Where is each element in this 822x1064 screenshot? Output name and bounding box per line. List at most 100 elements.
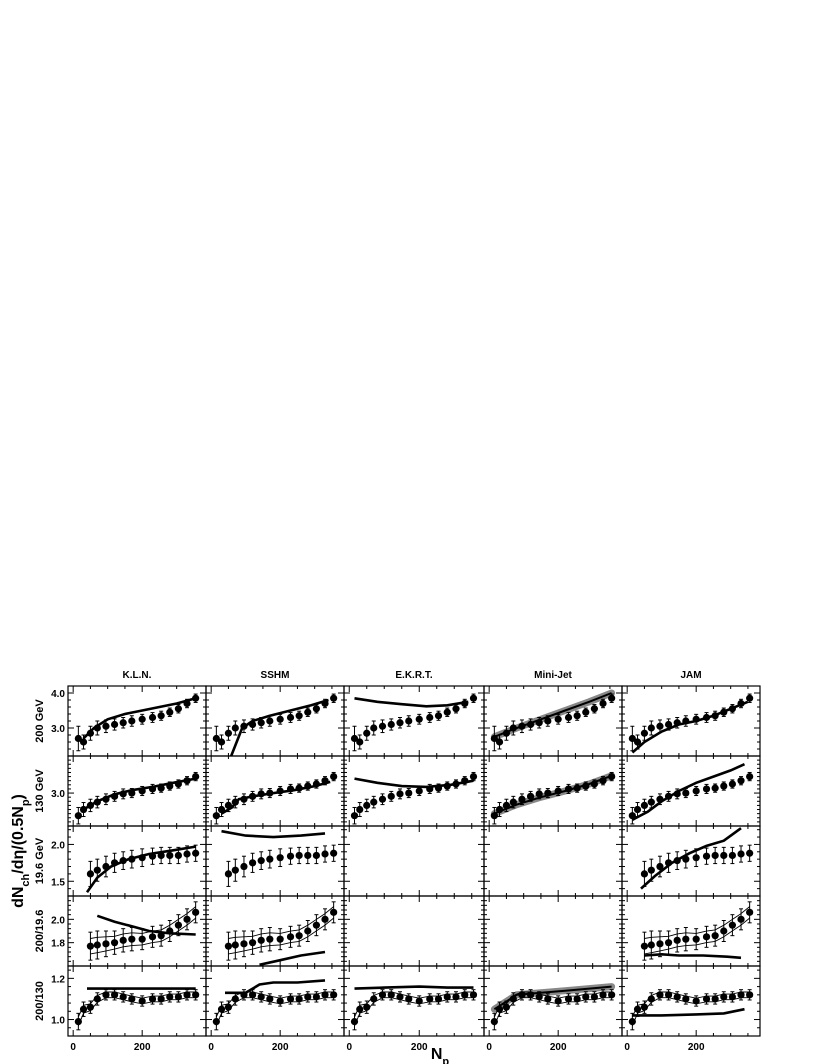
data-point xyxy=(711,932,719,940)
data-point xyxy=(728,921,737,929)
data-point xyxy=(490,1017,498,1026)
data-point xyxy=(692,715,700,723)
data-point xyxy=(166,782,174,790)
data-point xyxy=(128,995,136,1003)
y-tick-label: 2.0 xyxy=(51,840,65,851)
data-point xyxy=(157,712,165,720)
data-point xyxy=(248,792,257,800)
panel xyxy=(483,825,623,897)
systematic-band-upper xyxy=(215,991,334,1018)
data-point xyxy=(426,995,434,1003)
data-point xyxy=(518,722,526,730)
data-point xyxy=(248,720,257,729)
data-point xyxy=(746,991,754,999)
data-point xyxy=(535,993,543,1001)
panel xyxy=(343,965,485,1037)
row-label-text: 200/19.6 xyxy=(34,910,46,953)
data-point xyxy=(461,699,469,708)
data-point xyxy=(452,705,460,713)
data-point xyxy=(138,787,146,795)
data-point xyxy=(526,991,535,999)
data-point xyxy=(452,993,460,1001)
panel-content xyxy=(350,771,478,825)
data-point xyxy=(257,857,265,865)
data-point xyxy=(363,801,371,810)
data-point xyxy=(276,715,284,723)
panel-content xyxy=(212,771,338,825)
panel xyxy=(67,965,207,1037)
data-point xyxy=(312,993,320,1001)
panel xyxy=(621,755,761,827)
data-point xyxy=(212,734,220,743)
data-point xyxy=(378,722,387,730)
data-point xyxy=(321,991,329,999)
panel-frame xyxy=(483,895,623,967)
data-point xyxy=(434,995,443,1003)
data-point xyxy=(286,995,295,1003)
data-point xyxy=(304,993,312,1001)
data-point xyxy=(110,939,119,947)
data-point xyxy=(240,795,248,803)
x-tick-label: 200 xyxy=(411,1042,428,1053)
panel-content xyxy=(212,979,338,1031)
panel-content xyxy=(628,763,754,825)
data-point xyxy=(582,782,590,790)
panel-content xyxy=(350,693,478,752)
data-point xyxy=(128,717,136,725)
data-point xyxy=(702,785,711,793)
data-point xyxy=(434,784,443,792)
data-point xyxy=(396,993,404,1001)
systematic-band-upper xyxy=(493,991,612,1018)
panel-frame xyxy=(205,755,345,827)
data-point xyxy=(102,722,110,730)
data-point xyxy=(312,921,320,929)
data-point xyxy=(502,801,511,810)
data-point xyxy=(231,798,239,806)
data-point xyxy=(183,777,191,785)
data-point xyxy=(157,784,165,792)
column-title: SSHM xyxy=(261,670,290,681)
panel-grid: K.L.N. SSHM E.K.R.T. Mini-Jet JAM 200 GeV 130 … xyxy=(34,670,761,1053)
data-point xyxy=(720,851,728,860)
data-point xyxy=(157,995,165,1003)
data-point xyxy=(608,694,616,702)
data-point xyxy=(304,927,312,935)
data-point xyxy=(276,935,284,943)
data-point xyxy=(312,851,320,860)
data-point xyxy=(720,993,728,1001)
data-point xyxy=(396,719,404,727)
panel-content xyxy=(490,771,616,825)
panel xyxy=(343,755,485,827)
data-point xyxy=(266,789,274,797)
data-point xyxy=(192,991,200,999)
data-point xyxy=(138,997,146,1005)
data-point xyxy=(692,787,700,795)
data-point xyxy=(495,805,504,814)
data-point xyxy=(86,801,95,810)
data-point xyxy=(554,787,562,795)
data-point xyxy=(174,993,182,1001)
data-point xyxy=(656,795,664,803)
data-point xyxy=(166,851,174,860)
model-curve xyxy=(631,763,746,821)
panel-frame xyxy=(67,755,207,827)
panel-frame xyxy=(205,895,345,967)
data-point xyxy=(110,792,119,800)
data-point xyxy=(217,738,226,746)
data-point xyxy=(746,849,754,857)
data-point xyxy=(312,780,320,788)
systematic-band-lower xyxy=(644,917,750,955)
panel xyxy=(621,965,761,1037)
data-point xyxy=(240,940,248,948)
data-point xyxy=(217,805,226,814)
data-point xyxy=(682,789,690,797)
data-point xyxy=(664,859,673,867)
data-point xyxy=(415,997,423,1005)
data-point xyxy=(405,995,413,1003)
data-point xyxy=(664,939,673,947)
data-point xyxy=(330,908,338,916)
data-point xyxy=(166,927,174,935)
data-point xyxy=(509,724,517,732)
data-point xyxy=(138,854,146,862)
systematic-band-upper xyxy=(77,991,196,1018)
